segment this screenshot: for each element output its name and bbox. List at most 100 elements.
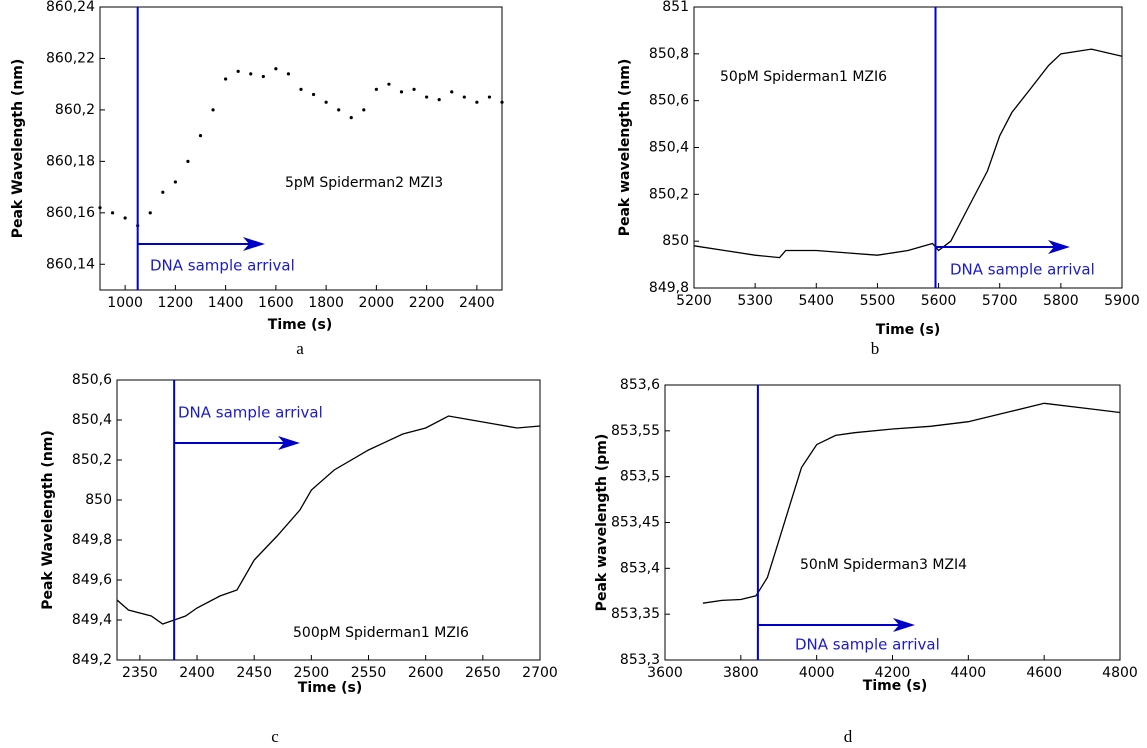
panel-label: d bbox=[844, 727, 853, 746]
data-point bbox=[387, 82, 391, 86]
data-point bbox=[98, 206, 102, 210]
y-tick-label: 849,2 bbox=[72, 652, 112, 668]
y-tick-label: 850,2 bbox=[649, 186, 689, 202]
arrow-label: DNA sample arrival bbox=[178, 404, 323, 422]
arrow-head bbox=[278, 436, 300, 450]
annotation: 50pM Spiderman1 MZI6 bbox=[720, 69, 887, 85]
y-tick-label: 853,4 bbox=[620, 560, 660, 576]
y-tick-label: 849,6 bbox=[72, 572, 112, 588]
y-tick-label: 850,8 bbox=[649, 46, 689, 62]
arrow-label: DNA sample arrival bbox=[950, 261, 1095, 279]
x-tick-label: 5400 bbox=[798, 293, 834, 309]
data-point bbox=[450, 90, 454, 94]
y-tick-label: 850,6 bbox=[649, 93, 689, 109]
data-point bbox=[311, 92, 316, 97]
arrow-label: DNA sample arrival bbox=[795, 636, 940, 654]
x-tick-label: 5700 bbox=[982, 293, 1018, 309]
data-point bbox=[475, 100, 479, 104]
y-tick-label: 860,22 bbox=[46, 50, 95, 66]
x-tick-label: 2450 bbox=[236, 665, 272, 681]
data-point bbox=[324, 100, 328, 104]
data-point bbox=[110, 211, 115, 215]
x-tick-label: 4400 bbox=[951, 665, 987, 681]
x-tick-label: 4600 bbox=[1026, 665, 1062, 681]
y-tick-label: 849,8 bbox=[72, 532, 112, 548]
y-tick-label: 850,4 bbox=[72, 412, 112, 428]
data-point bbox=[123, 216, 127, 220]
data-point bbox=[412, 87, 416, 91]
y-tick-label: 851 bbox=[662, 0, 689, 15]
x-tick-label: 2400 bbox=[459, 295, 495, 311]
annotation: 500pM Spiderman1 MZI6 bbox=[293, 625, 469, 641]
data-line bbox=[702, 402, 1121, 604]
x-tick-label: 2700 bbox=[522, 665, 558, 681]
y-tick-label: 850,6 bbox=[72, 372, 112, 388]
x-tick-label: 1400 bbox=[208, 295, 244, 311]
data-point bbox=[462, 95, 466, 99]
y-tick-label: 853,55 bbox=[611, 423, 660, 439]
data-line bbox=[116, 415, 541, 625]
arrow-head bbox=[243, 237, 265, 251]
arrow-label: DNA sample arrival bbox=[150, 257, 295, 275]
y-tick-label: 853,5 bbox=[620, 469, 660, 485]
arrow-head bbox=[1048, 240, 1070, 254]
y-tick-label: 853,35 bbox=[611, 606, 660, 622]
y-tick-label: 853,45 bbox=[611, 515, 660, 531]
data-point bbox=[198, 134, 203, 138]
data-point bbox=[349, 116, 353, 120]
panel-label: b bbox=[871, 339, 880, 358]
x-tick-label: 2650 bbox=[465, 665, 501, 681]
x-tick-label: 2550 bbox=[351, 665, 387, 681]
x-tick-label: 5200 bbox=[676, 293, 712, 309]
data-point bbox=[274, 67, 278, 71]
y-tick-label: 849,4 bbox=[72, 612, 112, 628]
annotation: 5pM Spiderman2 MZI3 bbox=[285, 175, 443, 191]
x-tick-label: 3600 bbox=[647, 665, 683, 681]
data-point bbox=[425, 95, 429, 99]
y-tick-label: 860,2 bbox=[55, 102, 95, 118]
y-axis-label: Peak wavelength (nm) bbox=[617, 59, 633, 237]
data-point bbox=[337, 108, 341, 112]
x-tick-label: 2400 bbox=[179, 665, 215, 681]
data-point bbox=[249, 72, 253, 76]
x-tick-label: 3800 bbox=[723, 665, 759, 681]
x-tick-label: 1800 bbox=[308, 295, 344, 311]
x-axis-label: Time (s) bbox=[876, 322, 940, 338]
arrow-head bbox=[893, 618, 915, 632]
data-point bbox=[299, 87, 303, 91]
y-tick-label: 860,16 bbox=[46, 205, 95, 221]
y-axis-label: Peak wavelength (pm) bbox=[594, 434, 610, 612]
x-axis-label: Time (s) bbox=[298, 680, 362, 696]
y-tick-label: 860,24 bbox=[46, 0, 95, 15]
data-point bbox=[399, 90, 404, 94]
x-axis-label: Time (s) bbox=[268, 317, 332, 333]
data-point bbox=[261, 74, 265, 79]
x-tick-label: 2600 bbox=[408, 665, 444, 681]
data-point bbox=[362, 108, 366, 112]
data-point bbox=[500, 100, 504, 104]
y-tick-label: 849,8 bbox=[649, 280, 689, 296]
data-line bbox=[693, 48, 1123, 259]
y-tick-label: 850 bbox=[85, 492, 112, 508]
x-tick-label: 4200 bbox=[875, 665, 911, 681]
plot-frame bbox=[99, 6, 503, 291]
x-tick-label: 5800 bbox=[1043, 293, 1079, 309]
data-point bbox=[437, 98, 441, 102]
x-tick-label: 2200 bbox=[409, 295, 445, 311]
y-tick-label: 853,3 bbox=[620, 652, 660, 668]
x-tick-label: 5300 bbox=[737, 293, 773, 309]
annotation: 50nM Spiderman3 MZI4 bbox=[800, 557, 967, 573]
plot-frame bbox=[116, 379, 541, 661]
x-tick-label: 5500 bbox=[860, 293, 896, 309]
x-tick-label: 5600 bbox=[921, 293, 957, 309]
data-point bbox=[286, 72, 291, 76]
x-tick-label: 1600 bbox=[258, 295, 294, 311]
x-axis-label: Time (s) bbox=[863, 678, 927, 694]
y-tick-label: 850,2 bbox=[72, 452, 112, 468]
panel-label: a bbox=[296, 339, 304, 358]
data-point bbox=[148, 211, 152, 215]
panel-label: c bbox=[271, 727, 279, 746]
x-tick-label: 2350 bbox=[122, 665, 158, 681]
y-axis-label: Peak Wavelength (nm) bbox=[10, 59, 26, 239]
data-point bbox=[211, 108, 215, 112]
